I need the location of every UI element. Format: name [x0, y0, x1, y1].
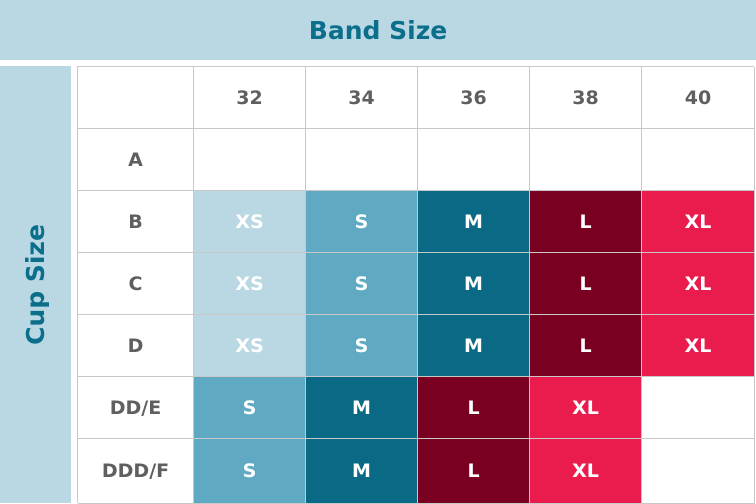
band-size-40: 40 — [642, 67, 755, 129]
size-cell: XL — [642, 315, 755, 377]
size-cell: M — [306, 439, 418, 504]
size-cell: S — [306, 191, 418, 253]
corner-cell — [78, 67, 194, 129]
size-cell: L — [530, 315, 642, 377]
size-cell: L — [530, 191, 642, 253]
size-cell: M — [418, 315, 530, 377]
cup-size-sidebar: Cup Size — [0, 66, 71, 503]
size-cell: M — [418, 253, 530, 315]
size-cell — [306, 129, 418, 191]
cup-size-title: Cup Size — [21, 224, 51, 345]
size-cell: S — [194, 439, 306, 504]
size-cell — [194, 129, 306, 191]
size-cell: XS — [194, 315, 306, 377]
size-cell: XL — [642, 191, 755, 253]
band-size-32: 32 — [194, 67, 306, 129]
size-cell — [642, 377, 755, 439]
size-chart-table: 32 34 36 38 40 A B XS S M L XL C XS S M … — [77, 66, 755, 504]
cup-size-label: DD/E — [78, 377, 194, 439]
size-cell — [418, 129, 530, 191]
size-cell: XL — [530, 439, 642, 504]
cup-size-label: B — [78, 191, 194, 253]
size-cell — [530, 129, 642, 191]
size-cell: M — [418, 191, 530, 253]
size-cell: L — [530, 253, 642, 315]
band-size-36: 36 — [418, 67, 530, 129]
size-cell: L — [418, 377, 530, 439]
band-size-38: 38 — [530, 67, 642, 129]
cup-size-label: D — [78, 315, 194, 377]
size-cell: S — [306, 253, 418, 315]
size-cell — [642, 129, 755, 191]
cup-size-label: C — [78, 253, 194, 315]
size-cell: L — [418, 439, 530, 504]
cup-size-label: A — [78, 129, 194, 191]
size-cell: XL — [530, 377, 642, 439]
size-cell: XS — [194, 191, 306, 253]
size-cell: M — [306, 377, 418, 439]
cup-size-label: DDD/F — [78, 439, 194, 504]
band-size-title: Band Size — [308, 15, 448, 45]
size-cell: S — [194, 377, 306, 439]
band-size-34: 34 — [306, 67, 418, 129]
band-size-header: Band Size — [0, 0, 756, 60]
size-cell: XS — [194, 253, 306, 315]
size-cell — [642, 439, 755, 504]
size-cell: S — [306, 315, 418, 377]
size-cell: XL — [642, 253, 755, 315]
